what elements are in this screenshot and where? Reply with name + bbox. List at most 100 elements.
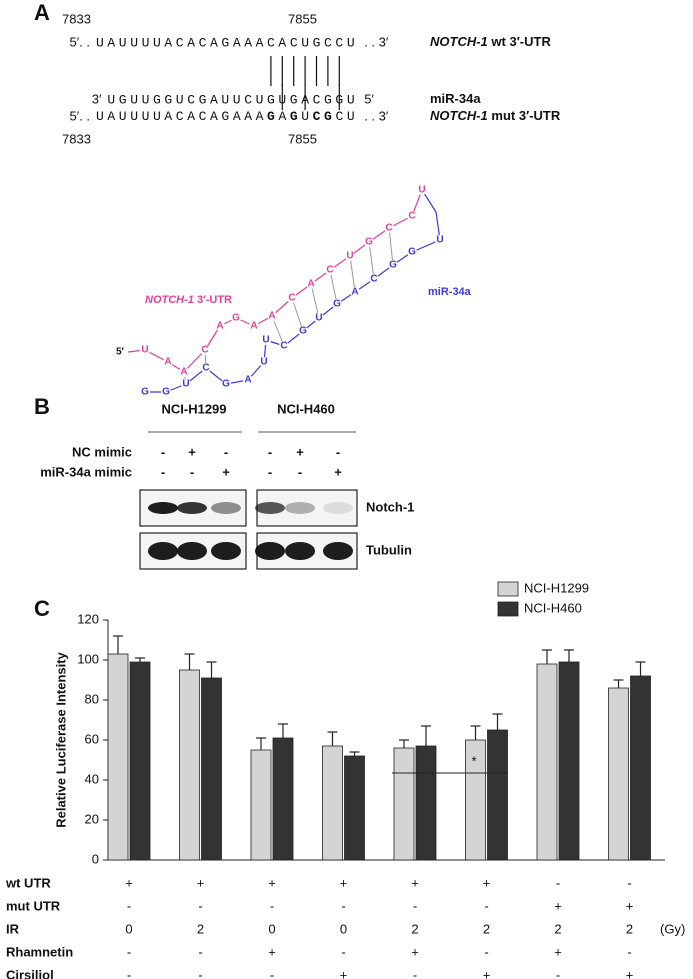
base: U [260,357,267,368]
condition-value: + [483,967,491,979]
base-bg [140,345,150,355]
base: C [288,293,295,304]
sign: - [298,464,302,479]
sign: - [161,464,165,479]
base-bg [179,367,189,377]
gene-name: NOTCH-1 [430,34,488,49]
y-tick-label: 120 [77,611,99,626]
condition-value: - [198,898,202,913]
sign: - [336,444,340,459]
y-tick-label: 80 [85,691,99,706]
sign: + [222,464,230,479]
condition-value: - [127,898,131,913]
base: G [408,247,416,258]
error-bar [421,725,431,746]
condition-value: - [413,967,417,979]
condition-value: 2 [554,921,561,936]
condition-label: IR [6,921,20,936]
base-bg [369,274,379,284]
base: G [333,299,341,310]
condition-label: Rhamnetin [6,944,73,959]
base-pair [388,227,394,266]
bar [129,661,151,861]
bar [250,749,272,861]
y-tick-label: 40 [85,771,99,786]
condition-value: + [483,875,491,890]
condition-value: - [270,967,274,979]
base: A [307,279,314,290]
condition-value: 2 [483,921,490,936]
base-bg [306,279,316,289]
error-bar [635,661,646,676]
base-bg [161,387,171,397]
bar [201,677,222,861]
condition-value: + [626,898,634,913]
panel-label: A [34,0,50,25]
condition-value: - [627,944,631,959]
condition-value: + [411,944,419,959]
base-bg [287,293,297,303]
base: C [280,341,287,352]
base: U [262,335,269,346]
condition-value: 2 [626,921,633,936]
condition-label: Cirsiliol [6,967,54,979]
condition-value: - [627,875,631,890]
band [323,502,353,514]
base-bg [384,223,394,233]
condition-value: + [340,967,348,979]
bar [322,745,343,861]
error-bar [399,739,409,748]
sequence-segment: CG [313,109,336,124]
significance: * [471,753,476,768]
panel-label: C [34,596,50,621]
base-bg [350,287,360,297]
bar [608,687,629,861]
condition-value: + [340,875,348,890]
y-axis-label: Relative Luciferase Intensity [53,651,68,827]
sequence: UAUUUUACACAGAAAGAGUCGCU [96,109,358,124]
base-bg [140,387,150,397]
bar [344,755,365,861]
sequence-segment: A [278,109,289,124]
base: C [385,223,392,234]
condition-value: - [556,967,560,979]
base: A [351,287,358,298]
cell-line: NCI-H460 [277,401,335,416]
sequence-label: miR-34a [430,91,481,106]
base-bg [249,321,259,331]
condition-value: + [125,875,133,890]
base: U [315,313,322,324]
sign: - [268,464,272,479]
base-bg [325,265,335,275]
label: 3′-UTR [197,294,232,306]
backbone [183,349,206,373]
row-label: miR-34a mimic [40,464,132,479]
position: 7833 [62,131,91,146]
bar [415,745,437,861]
panel-label: B [34,394,50,419]
band [285,542,315,560]
sequence-segment: UAUUUUACACAGAAA [96,109,267,124]
base: G [232,313,240,324]
error-bar [327,731,338,746]
condition-value: - [341,944,345,959]
condition-value: + [268,875,276,890]
error-bar [564,649,574,662]
error-bar [492,713,503,730]
base: G [222,379,230,390]
y-tick-label: 20 [85,811,99,826]
base: G [141,387,149,398]
condition-value: - [198,967,202,979]
position: 7855 [288,131,317,146]
sequence-end: 5′. . [69,34,90,49]
error-bar [470,725,481,740]
base-pair [368,241,375,280]
band [211,502,241,514]
base-bg [221,379,231,389]
bar [107,653,129,861]
bar [558,661,580,861]
base-bg [200,345,210,355]
condition-value: + [197,875,205,890]
condition-value: 0 [268,921,275,936]
